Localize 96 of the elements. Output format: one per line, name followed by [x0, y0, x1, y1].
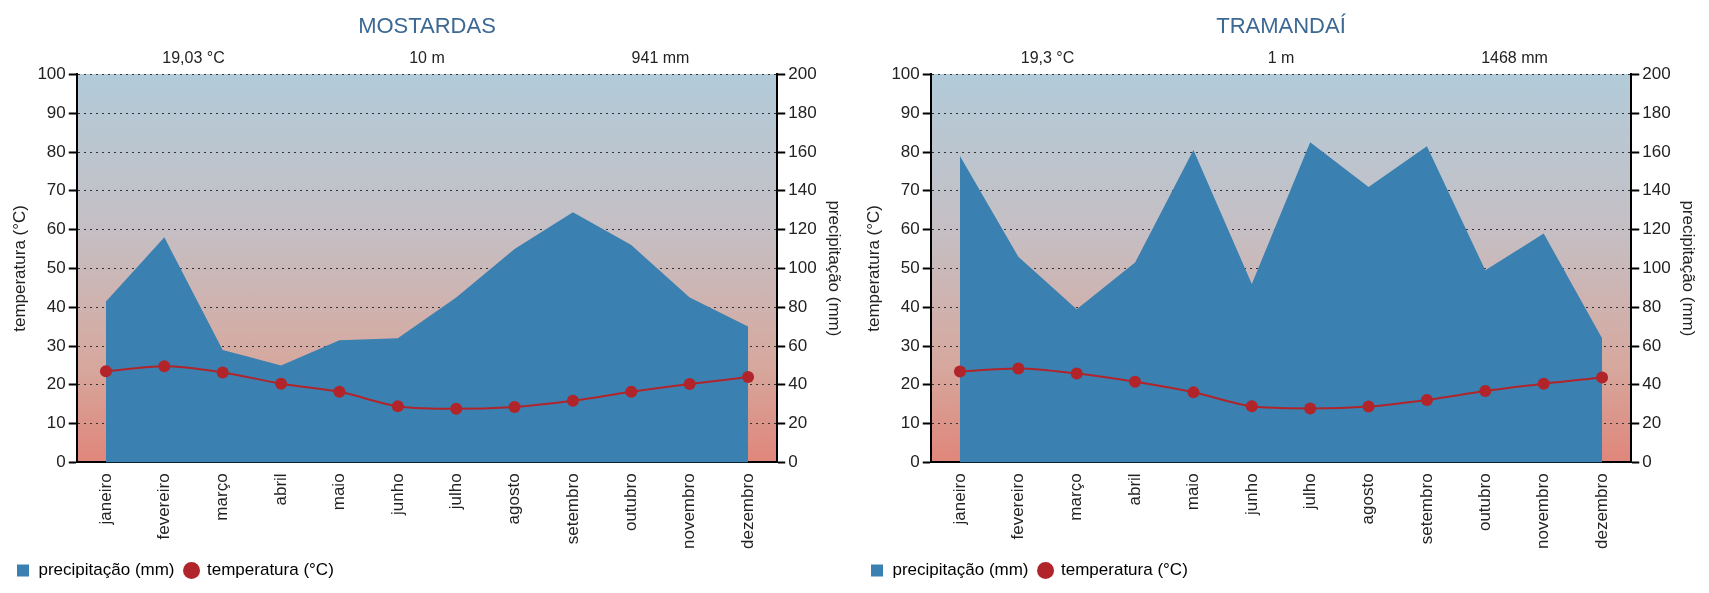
y-tick-label: 20: [46, 374, 66, 394]
y2-tick-label: 180: [1642, 102, 1671, 122]
x-tick-label: novembro: [679, 473, 699, 550]
text: 941 mm: [631, 48, 690, 66]
y2-tick-label: 120: [788, 219, 817, 239]
y2-tick-label: 140: [1642, 180, 1671, 200]
y2-tick-label: 40: [1642, 374, 1662, 394]
y-tick-label: 20: [900, 374, 920, 394]
y-tick-label: 70: [46, 180, 66, 200]
x-tick-label: junho: [1241, 473, 1261, 517]
y2-tick-label: 0: [788, 452, 798, 472]
x-tick-label: maio: [329, 473, 349, 511]
point: [1362, 400, 1375, 413]
x-tick-label: abril: [1124, 473, 1144, 506]
x-tick-label: outubro: [620, 473, 640, 532]
y2-tick-label: 100: [1642, 258, 1671, 278]
y-tick-label: 10: [900, 413, 920, 433]
y2-tick-label: 160: [788, 141, 817, 161]
y2-tick-label: 140: [788, 180, 817, 200]
y2-tick-label: 20: [788, 413, 808, 433]
x-tick-label: maio: [1183, 473, 1203, 511]
x-tick-label: agosto: [504, 473, 524, 525]
y-tick-label: 100: [37, 64, 66, 84]
y-tick-label: 60: [900, 219, 920, 239]
y2-tick-label: 160: [1642, 141, 1671, 161]
chart-title: TRAMANDAÍ: [1216, 13, 1347, 39]
x-tick-label: fevereiro: [1008, 473, 1028, 540]
legend-label: precipitação (mm): [892, 560, 1029, 580]
x-tick-label: novembro: [1533, 473, 1553, 550]
y-tick-label: 80: [46, 141, 66, 161]
y2-tick-label: 180: [788, 102, 817, 122]
y-tick-label: 0: [56, 452, 66, 472]
y2-tick-label: 80: [1642, 296, 1662, 316]
y2-tick-label: 0: [1642, 452, 1652, 472]
y2-tick-label: 120: [1642, 219, 1671, 239]
x-tick-label: agosto: [1358, 473, 1378, 525]
y2-axis-title: precipitação (mm): [825, 200, 845, 337]
y-tick-label: 40: [900, 296, 920, 316]
point: [1187, 386, 1200, 399]
y-tick-label: 10: [46, 413, 66, 433]
y-tick-label: 90: [900, 102, 920, 122]
x-tick-label: dezembro: [737, 473, 757, 550]
y2-tick-label: 200: [788, 64, 817, 84]
y2-axis-title: precipitação (mm): [1679, 200, 1699, 337]
y-tick-label: 60: [46, 219, 66, 239]
point: [1537, 377, 1550, 390]
y2-tick-label: 80: [788, 296, 808, 316]
x-tick-label: julho: [445, 473, 465, 511]
y2-tick-label: 200: [1642, 64, 1671, 84]
point: [1245, 400, 1258, 413]
point: [1420, 393, 1433, 406]
point: [1596, 371, 1609, 384]
point: [1012, 362, 1025, 375]
legend-label: temperatura (°C): [1061, 560, 1188, 580]
x-tick-label: janeiro: [95, 473, 115, 526]
x-tick-label: setembro: [562, 473, 582, 545]
y-tick-label: 30: [900, 335, 920, 355]
text: 1468 mm: [1481, 48, 1548, 66]
y-tick-label: 40: [46, 296, 66, 316]
x-tick-label: janeiro: [949, 473, 969, 526]
x-tick-label: outubro: [1474, 473, 1494, 532]
point: [1304, 402, 1317, 415]
legend-label: precipitação (mm): [38, 560, 175, 580]
x-tick-label: fevereiro: [154, 473, 174, 540]
y-tick-label: 70: [900, 180, 920, 200]
point: [953, 365, 966, 378]
text: 19,3 °C: [1020, 48, 1075, 66]
y-tick-label: 30: [46, 335, 66, 355]
text: 1 m: [1267, 48, 1295, 66]
y-tick-label: 90: [46, 102, 66, 122]
y2-tick-label: 20: [1642, 413, 1662, 433]
text: 10 m: [409, 48, 445, 66]
y-axis-title: temperatura (°C): [9, 205, 29, 332]
chart-title: MOSTARDAS: [358, 13, 496, 39]
legend-label: temperatura (°C): [207, 560, 334, 580]
y2-tick-label: 60: [788, 335, 808, 355]
x-tick-label: setembro: [1416, 473, 1436, 545]
point: [1070, 367, 1083, 380]
y2-tick-label: 40: [788, 374, 808, 394]
y-tick-label: 0: [910, 452, 920, 472]
y-axis-title: temperatura (°C): [863, 205, 883, 332]
y-tick-label: 50: [46, 258, 66, 278]
y-tick-label: 80: [900, 141, 920, 161]
y-tick-label: 100: [891, 64, 920, 84]
point: [1129, 375, 1142, 388]
y2-tick-label: 60: [1642, 335, 1662, 355]
x-tick-label: março: [1066, 473, 1086, 521]
y-tick-label: 50: [900, 258, 920, 278]
x-tick-label: dezembro: [1591, 473, 1611, 550]
x-tick-label: julho: [1299, 473, 1319, 511]
text: 19,03 °C: [162, 48, 225, 66]
x-tick-label: junho: [387, 473, 407, 517]
x-tick-label: março: [212, 473, 232, 521]
x-tick-label: abril: [270, 473, 290, 506]
point: [1479, 385, 1492, 398]
y2-tick-label: 100: [788, 258, 817, 278]
